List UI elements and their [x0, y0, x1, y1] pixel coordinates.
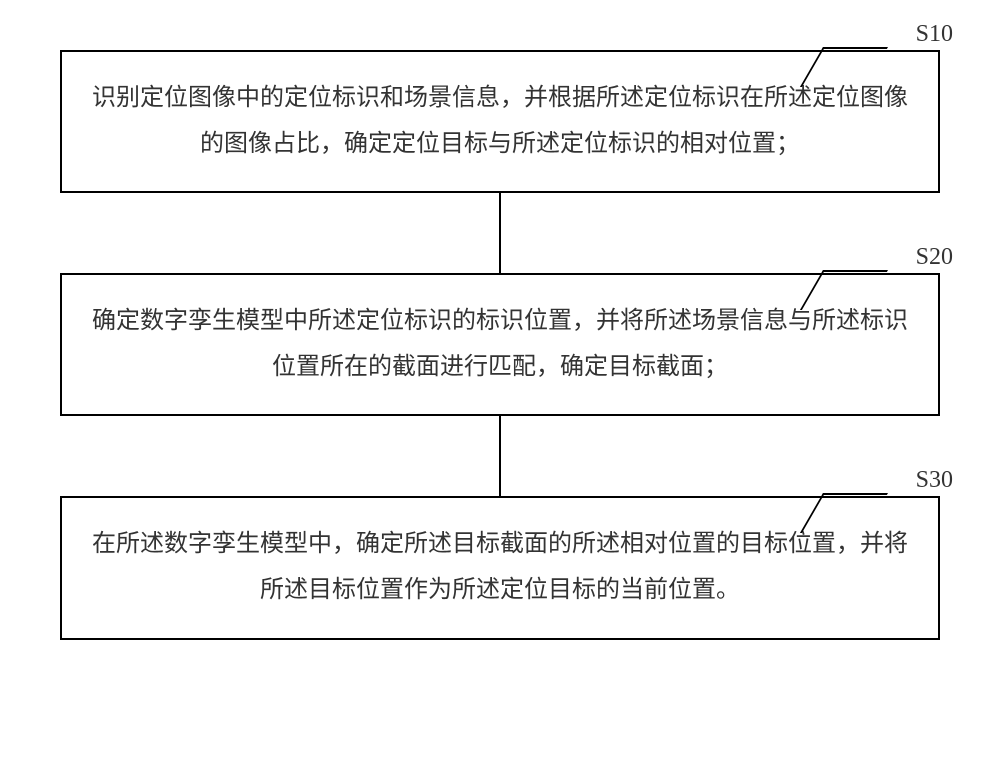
flowchart-container: S10 识别定位图像中的定位标识和场景信息，并根据所述定位标识在所述定位图像的图… — [35, 50, 965, 640]
connector — [499, 193, 501, 273]
step-label: S20 — [916, 235, 953, 281]
step-box-s10: S10 识别定位图像中的定位标识和场景信息，并根据所述定位标识在所述定位图像的图… — [60, 50, 940, 193]
callout-line — [800, 493, 888, 533]
step-box-s30: S30 在所述数字孪生模型中，确定所述目标截面的所述相对位置的目标位置，并将所述… — [60, 496, 940, 639]
step-box-s20: S20 确定数字孪生模型中所述定位标识的标识位置，并将所述场景信息与所述标识位置… — [60, 273, 940, 416]
callout-line — [800, 47, 888, 87]
step-label: S30 — [916, 458, 953, 504]
step-text: 识别定位图像中的定位标识和场景信息，并根据所述定位标识在所述定位图像的图像占比，… — [92, 85, 908, 157]
connector — [499, 416, 501, 496]
step-text: 在所述数字孪生模型中，确定所述目标截面的所述相对位置的目标位置，并将所述目标位置… — [92, 531, 908, 603]
step-label: S10 — [916, 12, 953, 58]
step-text: 确定数字孪生模型中所述定位标识的标识位置，并将所述场景信息与所述标识位置所在的截… — [92, 308, 908, 380]
callout-line — [800, 270, 888, 310]
